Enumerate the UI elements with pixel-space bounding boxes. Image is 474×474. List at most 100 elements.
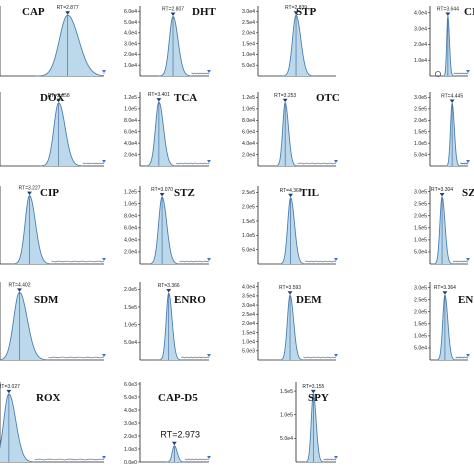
compound-name: CI	[464, 6, 474, 18]
baseline-trace	[51, 260, 105, 263]
baseline-trace	[303, 356, 337, 359]
peak-area	[275, 102, 298, 166]
retention-time-label: RT=3.027	[0, 384, 20, 390]
retention-time-label: RT=3.155	[302, 384, 324, 390]
retention-time-label: RT=3.058	[48, 93, 70, 99]
y-tick-label: 6.0e4	[124, 130, 137, 136]
y-tick-label: 3.0e4	[414, 26, 427, 32]
apex-marker	[171, 441, 177, 446]
open-circle-marker	[434, 71, 441, 78]
y-tick-label: 2.0e5	[124, 287, 137, 293]
y-tick-label: 2.5e4	[242, 20, 255, 26]
y-tick-label: 3.0e4	[242, 9, 255, 15]
integration-end-marker	[102, 70, 106, 73]
retention-time-label: RT=4.445	[441, 93, 463, 99]
peak-trace	[148, 196, 180, 265]
peak-trace	[158, 292, 182, 361]
apex-marker	[17, 288, 22, 292]
integration-end-marker	[207, 70, 211, 73]
y-tick-label: 6.0e4	[124, 226, 137, 232]
retention-time-label: RT=3.644	[437, 6, 459, 12]
peak-area	[39, 102, 83, 166]
integration-end-marker	[102, 160, 106, 163]
y-tick-label: 2.0e4	[124, 152, 137, 158]
y-tick-label: 5.0e4	[414, 250, 427, 256]
peak-trace	[304, 393, 324, 463]
panel-dht: 1.0e4 2.0e4 3.0e4 4.0e4 5.0e4 6.0e4 RT=2.807 DH…	[124, 6, 217, 77]
y-tick-label: 4.0e3	[124, 408, 137, 414]
apex-marker	[159, 193, 165, 197]
peak-area	[158, 16, 192, 76]
peak-area	[35, 15, 104, 77]
peak-trace	[166, 445, 185, 463]
panel-stp: 5.0e3 1.0e4 1.5e4 2.0e4 2.5e4 3.0e4 RT=2.839ST…	[242, 5, 336, 77]
y-tick-label: 1.0e5	[242, 107, 255, 113]
compound-name: OTC	[316, 92, 340, 104]
retention-time-label: RT=2.973	[160, 430, 200, 440]
y-tick-label: 1.5e5	[414, 226, 427, 232]
y-tick-label: 2.0e4	[414, 42, 427, 48]
baseline-trace	[191, 72, 210, 75]
baseline-trace	[452, 260, 469, 263]
y-tick-label: 1.0e4	[124, 63, 137, 69]
peak-trace	[39, 102, 83, 167]
retention-time-label: RT=3.304	[431, 187, 453, 193]
y-tick-label: 2.5e5	[414, 107, 427, 113]
y-tick-label: 2.5e4	[242, 312, 255, 318]
integration-end-marker	[334, 456, 338, 459]
compound-name: STP	[296, 6, 316, 18]
peak-trace	[436, 294, 456, 361]
peak-trace	[0, 393, 35, 463]
compound-name: ENRO	[174, 294, 206, 306]
apex-marker	[310, 389, 316, 394]
integration-end-marker	[102, 354, 106, 357]
y-tick-label: 2.0e5	[414, 310, 427, 316]
integration-end-marker	[466, 70, 470, 73]
compound-name: SPY	[308, 392, 329, 404]
y-tick-label: 3.0e3	[124, 421, 137, 427]
compound-name: ROX	[36, 392, 61, 404]
baseline-trace	[455, 356, 469, 359]
y-tick-label: 8.0e4	[242, 118, 255, 124]
apex-marker	[6, 389, 12, 394]
peak-area	[0, 292, 49, 360]
y-tick-label: 1.0e4	[242, 52, 255, 58]
apex-marker	[56, 98, 62, 103]
y-tick-label: 1.5e5	[414, 130, 427, 136]
peak-area	[166, 445, 185, 462]
compound-name: DOX	[40, 92, 65, 104]
panel-enro: 5.0e4 1.0e5 1.5e5 2.0e5 RT=3.366 ENRO	[124, 282, 211, 361]
baseline-trace	[453, 72, 469, 75]
y-tick-label: 1.0e4	[414, 58, 427, 64]
y-tick-label: 6.0e4	[124, 9, 137, 15]
panel-cap: RT=2.877 CAP	[0, 5, 106, 77]
y-tick-label: 1.5e4	[242, 330, 255, 336]
peak-area	[281, 15, 314, 77]
y-tick-label: 5.0e3	[242, 349, 255, 355]
apex-marker	[288, 193, 294, 198]
panel-cap-d5: 0.0e0 1.0e3 2.0e3 3.0e3 4.0e3 5.0e3 6.0e3 RT=2.…	[124, 382, 211, 466]
y-tick-label: 5.0e4	[414, 152, 427, 158]
peak-area	[443, 16, 454, 76]
baseline-trace	[179, 260, 210, 263]
peak-area	[158, 293, 182, 360]
y-tick-label: 2.0e4	[124, 250, 137, 256]
y-tick-label: 2.0e4	[124, 52, 137, 58]
peak-area	[279, 197, 306, 264]
integration-end-marker	[334, 258, 338, 261]
peak-trace	[275, 102, 298, 167]
panel-stz: 2.0e4 4.0e4 6.0e4 8.0e4 1.0e5 1.2e5 RT=3.070 ST…	[124, 186, 211, 265]
y-tick-label: 1.0e5	[124, 322, 137, 328]
retention-time-label: RT=3.401	[148, 92, 170, 98]
peak-trace	[433, 196, 453, 265]
baseline-trace	[323, 458, 337, 461]
y-tick-label: 2.0e4	[242, 152, 255, 158]
y-tick-label: 6.0e3	[124, 382, 137, 388]
y-tick-label: 4.0e4	[124, 141, 137, 147]
retention-time-label: RT=2.839	[285, 5, 307, 11]
baseline-trace	[181, 356, 210, 359]
y-tick-label: 4.0e4	[124, 238, 137, 244]
